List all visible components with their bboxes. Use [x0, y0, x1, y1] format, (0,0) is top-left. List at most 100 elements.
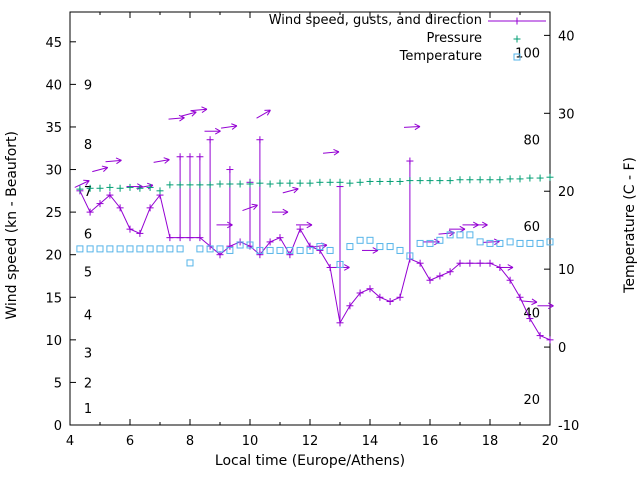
square-marker — [176, 245, 184, 253]
wind-direction-arrowhead — [531, 301, 538, 306]
beaufort-label: 4 — [84, 308, 92, 323]
square-marker — [256, 246, 264, 254]
wind-direction-arrowhead — [231, 123, 238, 127]
y2-tick-label: -10 — [558, 419, 579, 434]
square-marker — [76, 245, 84, 253]
wind-direction-arrowhead — [343, 267, 350, 271]
square-marker — [516, 239, 524, 247]
wind-direction-arrowhead — [282, 211, 289, 216]
wind-direction-arrowhead — [372, 249, 379, 254]
square-marker — [496, 239, 504, 247]
legend-label-temperature: Temperature — [399, 49, 482, 64]
y-tick-label: 0 — [54, 419, 62, 434]
wind-direction-arrowhead — [101, 165, 108, 168]
wind-direction-arrowhead — [306, 224, 313, 229]
y-tick-label: 5 — [54, 376, 62, 391]
wind-direction-arrowhead — [231, 125, 238, 130]
square-marker — [376, 243, 384, 251]
wind-direction-arrowhead — [164, 159, 170, 164]
square-marker — [386, 243, 394, 251]
y-left-ticks: 0 5 10 15 20 25 30 35 40 45 — [45, 36, 76, 434]
wind-direction-arrowhead — [251, 203, 258, 206]
wind-direction-arrow — [282, 188, 299, 194]
y-tick-label: 15 — [45, 291, 62, 306]
wind-direction-arrowhead — [282, 208, 289, 213]
y2-tick-label: 0 — [558, 341, 566, 356]
square-marker — [216, 245, 224, 253]
wind-direction-arrow — [168, 117, 185, 120]
wind-direction-arrowhead — [85, 180, 90, 186]
y-tick-label: 30 — [45, 164, 62, 179]
wind-direction-arrowhead — [115, 157, 122, 161]
wind-direction-arrowhead — [201, 108, 208, 113]
x-tick-label: 8 — [186, 434, 194, 449]
square-marker — [266, 246, 274, 254]
wind-direction-arrow — [311, 244, 327, 248]
fahrenheit-label: 20 — [523, 393, 540, 408]
wind-direction-arrow — [520, 300, 538, 303]
wind-direction-arrowhead — [414, 126, 421, 131]
plot-border — [69, 11, 551, 426]
y-tick-label: 35 — [45, 121, 62, 136]
square-marker — [476, 238, 484, 246]
square-marker — [436, 236, 444, 244]
x-tick-label: 14 — [362, 434, 379, 449]
y-tick-label: 45 — [45, 36, 62, 51]
square-marker — [406, 252, 414, 260]
beaufort-label: 6 — [84, 227, 92, 242]
y-tick-label: 40 — [45, 78, 62, 93]
wind-direction-arrowhead — [201, 106, 208, 110]
y-right-ticks: -10 0 10 20 30 40 — [544, 29, 579, 434]
wind-direction-arrowhead — [163, 157, 170, 161]
fahrenheit-labels: 20 40 60 80 100 — [515, 47, 540, 408]
square-marker — [366, 236, 374, 244]
legend-label-pressure: Pressure — [426, 31, 482, 46]
wind-direction-arrowhead — [214, 130, 221, 135]
wind-direction-arrowhead — [292, 186, 299, 190]
wind-direction-arrow — [438, 232, 455, 235]
series-pressure — [76, 173, 554, 195]
x-tick-label: 6 — [126, 434, 134, 449]
square-marker — [146, 245, 154, 253]
y-axis-title-left-text: Wind speed (kn - Beaufort) — [4, 130, 20, 320]
wind-direction-arrow — [403, 126, 421, 128]
square-marker — [546, 238, 554, 246]
beaufort-label: 3 — [84, 347, 92, 362]
y-axis-title-right-text: Temperature (C - F) — [622, 157, 638, 293]
wind-direction-arrowhead — [507, 267, 514, 271]
square-marker — [196, 245, 204, 253]
square-marker — [276, 246, 284, 254]
square-marker — [526, 239, 534, 247]
wind-direction-arrowhead — [116, 159, 122, 165]
square-marker — [126, 245, 134, 253]
y-axis-title-left: Wind speed (kn - Beaufort) — [4, 0, 20, 450]
series-temperature — [76, 231, 554, 268]
square-marker — [186, 259, 194, 267]
wind-direction-arrow — [322, 151, 340, 154]
wind-direction-arrowhead — [103, 167, 109, 172]
wind-direction-arrowhead — [531, 298, 538, 303]
series-wind — [74, 106, 554, 344]
wind-direction-arrow — [92, 166, 108, 173]
wind-direction-arrowhead — [414, 123, 421, 127]
wind-direction-arrowhead — [266, 109, 271, 116]
wind-direction-arrowhead — [547, 302, 554, 307]
wind-direction-arrowhead — [191, 111, 197, 117]
beaufort-label: 5 — [84, 266, 92, 281]
x-tick-label: 20 — [542, 434, 559, 449]
y2-tick-label: 40 — [558, 29, 575, 44]
wind-direction-arrowhead — [333, 151, 340, 156]
wind-direction-arrowhead — [481, 221, 488, 226]
x-tick-label: 12 — [302, 434, 319, 449]
square-marker — [306, 246, 314, 254]
wind-direction-arrow — [153, 159, 170, 163]
square-marker — [356, 236, 364, 244]
x-tick-label: 16 — [422, 434, 439, 449]
square-marker — [336, 260, 344, 268]
wind-direction-arrow — [256, 109, 271, 119]
y2-tick-label: 20 — [558, 185, 575, 200]
wind-direction-arrowhead — [226, 221, 233, 226]
wind-direction-arrowhead — [178, 114, 185, 119]
square-marker — [346, 243, 354, 251]
